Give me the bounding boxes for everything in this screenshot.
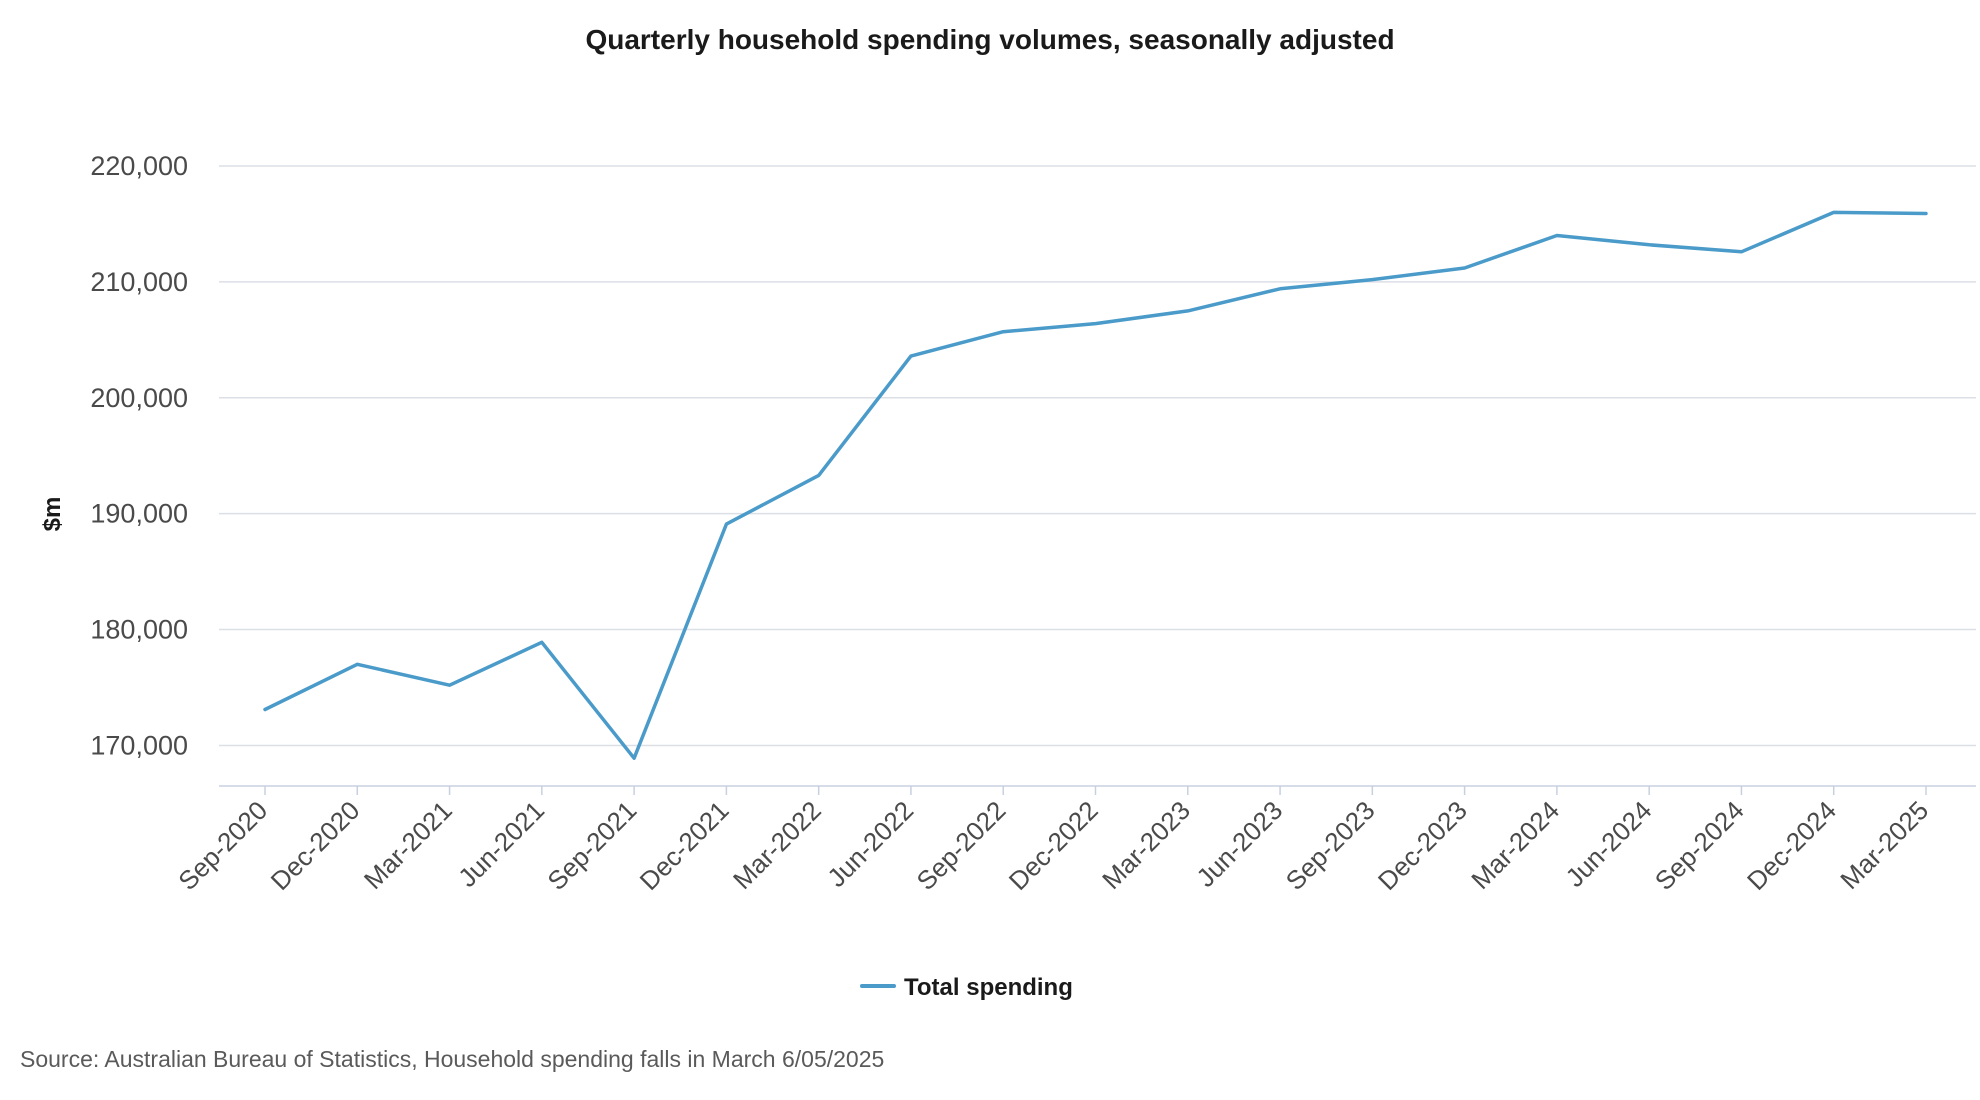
x-tick-label: Dec-2021: [634, 795, 735, 896]
x-tick-label: Mar-2024: [1465, 795, 1565, 895]
x-axis-ticks: [264, 786, 1927, 795]
x-axis-tick-labels: Sep-2020Dec-2020Mar-2021Jun-2021Sep-2021…: [172, 795, 1934, 896]
x-tick-label: Dec-2024: [1741, 795, 1842, 896]
y-tick-label: 170,000: [90, 730, 188, 760]
y-tick-label: 220,000: [90, 151, 188, 181]
x-tick-label: Sep-2024: [1649, 795, 1750, 896]
chart-title: Quarterly household spending volumes, se…: [585, 24, 1394, 55]
series-layer: [263, 210, 1928, 760]
x-tick-label: Dec-2023: [1372, 795, 1473, 896]
x-tick-label: Sep-2022: [911, 795, 1012, 896]
x-tick-label: Sep-2021: [541, 795, 642, 896]
y-tick-label: 190,000: [90, 499, 188, 529]
source-note: Source: Australian Bureau of Statistics,…: [20, 1046, 884, 1072]
x-tick-label: Jun-2024: [1560, 795, 1658, 893]
series-line-total-spending[interactable]: [263, 210, 1928, 760]
y-axis-tick-labels: 170,000 180,000 190,000 200,000 210,000 220,0…: [90, 151, 188, 760]
x-tick-label: Dec-2022: [1003, 795, 1104, 896]
y-axis-title: $m: [39, 497, 66, 532]
y-tick-label: 200,000: [90, 383, 188, 413]
x-tick-label: Jun-2021: [452, 795, 550, 893]
gridlines: [219, 165, 1976, 747]
y-tick-label: 210,000: [90, 267, 188, 297]
x-tick-label: Mar-2023: [1096, 795, 1196, 895]
x-tick-label: Mar-2021: [358, 795, 458, 895]
y-tick-label: 180,000: [90, 615, 188, 645]
x-tick-label: Jun-2022: [821, 795, 919, 893]
x-tick-label: Sep-2023: [1280, 795, 1381, 896]
x-tick-label: Jun-2023: [1190, 795, 1288, 893]
legend-label: Total spending: [904, 974, 1073, 1001]
x-tick-label: Dec-2020: [265, 795, 366, 896]
x-tick-label: Mar-2025: [1834, 795, 1934, 895]
x-tick-label: Mar-2022: [727, 795, 827, 895]
legend[interactable]: Total spending: [860, 974, 1073, 1001]
x-tick-label: Sep-2020: [172, 795, 273, 896]
